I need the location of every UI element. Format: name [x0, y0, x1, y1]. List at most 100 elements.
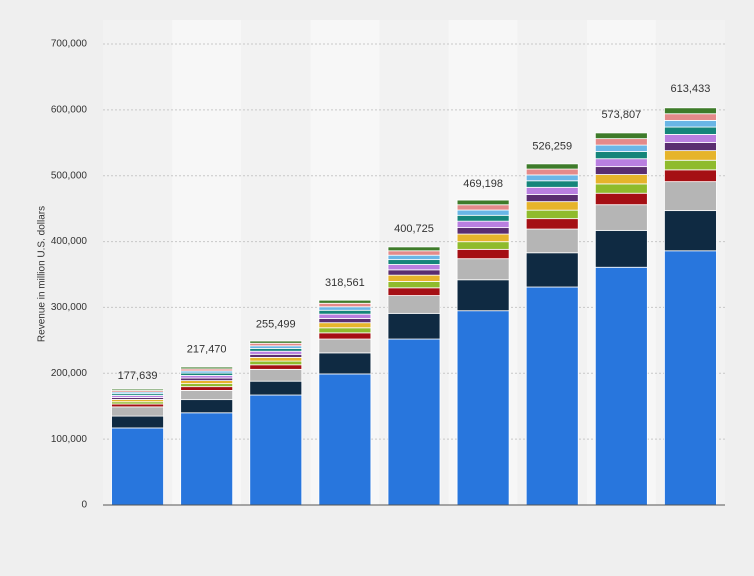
bar-segment [180, 380, 234, 385]
bar-segment [249, 357, 303, 362]
y-tick-label: 0 [81, 500, 87, 511]
y-axis-title: Revenue in million U.S. dollars [37, 206, 48, 342]
bar-segment [387, 338, 441, 506]
bar-segment [387, 312, 441, 340]
y-tick-label: 400,000 [51, 236, 88, 247]
bar-segment [249, 350, 303, 355]
bar-segment [664, 113, 717, 121]
y-tick-label: 100,000 [51, 434, 88, 445]
bar-segment [249, 364, 303, 370]
bar-segment [664, 159, 717, 171]
bar-segment [456, 220, 510, 229]
total-label: 318,561 [325, 277, 365, 289]
bar-segment [318, 338, 372, 354]
bar-segment [525, 186, 579, 195]
bar-segment [387, 269, 441, 276]
bar-segment [180, 366, 234, 370]
bar-segment [180, 399, 234, 414]
bar-segment [664, 181, 717, 212]
bar-segment [456, 258, 510, 281]
bar-segment [249, 340, 303, 344]
bar-segment [456, 310, 510, 506]
bar-segment [456, 248, 510, 260]
total-label: 613,433 [671, 83, 711, 95]
bar-segment [180, 383, 234, 388]
bar-segment [318, 309, 372, 315]
bar-segment [664, 250, 717, 506]
total-label: 177,639 [118, 370, 158, 382]
bar-segment [387, 295, 441, 314]
bar-segment [387, 250, 441, 256]
bar-segment [525, 228, 579, 254]
bar-segment [664, 126, 717, 135]
bar-segment [249, 353, 303, 358]
bar-segment [456, 241, 510, 250]
bar-segment [525, 174, 579, 182]
bar-segment [664, 107, 717, 115]
bar-segment [318, 327, 372, 334]
bar-segment [318, 306, 372, 311]
bar-segment [594, 229, 648, 268]
total-label: 526,259 [532, 140, 572, 152]
bar-segment [387, 281, 441, 289]
bar-segment [318, 322, 372, 329]
bar-segment [456, 209, 510, 216]
bar-segment [525, 201, 579, 211]
bar-segment [180, 412, 234, 506]
bar-segment [318, 352, 372, 375]
bar-segment [111, 406, 164, 417]
y-tick-label: 300,000 [51, 302, 88, 313]
bar-segment [594, 174, 648, 185]
total-label: 573,807 [601, 109, 641, 121]
bar-segment [525, 168, 579, 176]
bar-segment [180, 386, 234, 391]
bar-segment [525, 180, 579, 188]
bar-segment [387, 246, 441, 252]
bar-segment [594, 192, 648, 206]
bar-segment [525, 209, 579, 220]
bar-segment [525, 163, 579, 170]
bar-segment [318, 373, 372, 506]
bar-segment [318, 313, 372, 319]
bar-segment [594, 158, 648, 168]
bar-segment [249, 394, 303, 506]
bar-segment [594, 183, 648, 194]
y-tick-label: 600,000 [51, 104, 88, 115]
bar-segment [318, 318, 372, 324]
bar-segment [387, 264, 441, 271]
bar-segment [594, 266, 648, 506]
bar-segment [664, 169, 717, 183]
bar-segment [525, 252, 579, 288]
bar-segment [318, 299, 372, 304]
bar-segment [594, 138, 648, 146]
bar-segment [111, 415, 164, 429]
bar-segment [387, 259, 441, 265]
bar-segment [525, 218, 579, 230]
bar-segment [249, 368, 303, 382]
bar-segment [456, 214, 510, 222]
bar-segment [456, 199, 510, 206]
total-label: 217,470 [187, 344, 227, 356]
bar-segment [525, 286, 579, 506]
bar-segment [387, 254, 441, 261]
bar-segment [664, 210, 717, 252]
bar-segment [318, 332, 372, 340]
bar-segment [664, 142, 717, 152]
bar-segment [180, 390, 234, 401]
total-label: 255,499 [256, 319, 296, 331]
bar-segment [456, 279, 510, 312]
bar-segment [456, 227, 510, 235]
bar-segment [594, 132, 648, 140]
bar-segment [387, 274, 441, 282]
bar-segment [111, 427, 164, 506]
bar-segment [594, 204, 648, 231]
bar-segment [249, 347, 303, 352]
bar-segment [664, 119, 717, 128]
bar-segment [456, 204, 510, 211]
bar-segment [664, 150, 717, 161]
total-label: 400,725 [394, 223, 434, 235]
bar-segment [318, 302, 372, 308]
bar-segment [249, 380, 303, 396]
bar-segment [387, 287, 441, 296]
